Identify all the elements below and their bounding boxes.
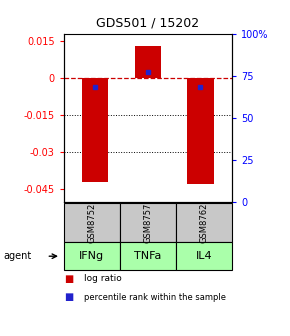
Bar: [187, 78, 214, 184]
Text: percentile rank within the sample: percentile rank within the sample: [84, 293, 226, 302]
Text: ■: ■: [64, 274, 73, 284]
Text: log ratio: log ratio: [84, 275, 122, 283]
Bar: [82, 78, 108, 182]
Text: agent: agent: [3, 251, 31, 261]
Title: GDS501 / 15202: GDS501 / 15202: [96, 17, 200, 30]
Text: ■: ■: [64, 292, 73, 302]
Text: IFNg: IFNg: [79, 251, 104, 261]
Text: GSM8757: GSM8757: [143, 202, 153, 243]
Bar: [135, 46, 161, 78]
Text: IL4: IL4: [196, 251, 212, 261]
Text: TNFa: TNFa: [134, 251, 162, 261]
Text: GSM8752: GSM8752: [87, 203, 96, 243]
Text: GSM8762: GSM8762: [200, 202, 209, 243]
